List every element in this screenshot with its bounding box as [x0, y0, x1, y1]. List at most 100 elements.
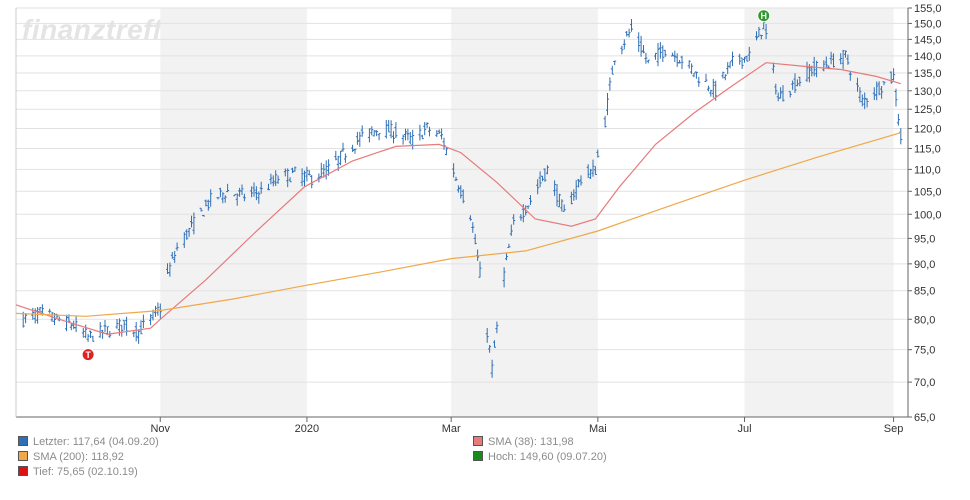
legend-item-4: Tief: 75,65 (02.10.19) [18, 466, 138, 478]
price-bar-124 [440, 128, 444, 140]
price-bar-97 [351, 144, 355, 152]
price-bar-12 [65, 314, 68, 332]
price-bar-51 [192, 212, 196, 235]
price-bar-34 [137, 330, 141, 344]
price-bar-155 [543, 168, 547, 182]
x-tick-label-3: Mai [589, 423, 607, 435]
price-bar-261 [899, 128, 903, 145]
price-bar-96 [343, 153, 347, 163]
price-bar-244 [844, 50, 847, 58]
price-bar-20 [89, 330, 92, 338]
price-bar-191 [663, 49, 667, 57]
period-band-2 [744, 8, 894, 417]
price-bar-48 [185, 229, 189, 240]
period-band-1 [451, 8, 598, 417]
price-bar-213 [740, 57, 744, 69]
price-bar-52 [199, 207, 203, 212]
price-bar-27 [115, 319, 119, 329]
price-bar-123 [437, 129, 441, 134]
price-bar-85 [307, 170, 311, 176]
price-bar-156 [545, 165, 549, 175]
legend-swatch-0 [18, 436, 28, 446]
x-tick-label-2: Mar [442, 423, 461, 435]
price-bar-55 [206, 199, 210, 211]
price-bar-152 [536, 179, 540, 195]
price-bar-54 [204, 199, 208, 207]
price-bar-134 [473, 233, 477, 245]
legend-label-4: Tief: 75,65 (02.10.19) [33, 466, 138, 478]
price-bar-68 [252, 182, 256, 197]
price-bar-126 [444, 147, 448, 156]
price-bar-40 [156, 302, 160, 316]
price-bar-180 [627, 28, 631, 38]
period-band-0 [160, 8, 307, 417]
price-bar-78 [286, 168, 290, 188]
legend-label-0: Letzter: 117,64 (04.09.20) [33, 436, 159, 448]
price-bar-209 [726, 62, 730, 75]
price-bar-44 [170, 252, 174, 259]
price-bar-23 [101, 329, 105, 339]
price-bar-79 [288, 177, 292, 183]
price-bar-169 [591, 159, 595, 177]
price-bar-212 [738, 53, 742, 65]
price-bar-163 [572, 189, 576, 201]
price-bar-91 [327, 159, 331, 176]
price-bar-73 [269, 173, 273, 185]
price-bar-127 [452, 163, 456, 178]
price-bar-105 [375, 130, 379, 137]
y-tick-label-1: 70,0 [914, 377, 935, 389]
legend-swatch-4 [18, 466, 28, 476]
price-bar-89 [322, 164, 326, 178]
price-bar-225 [779, 87, 783, 99]
price-bar-210 [728, 61, 732, 69]
price-bar-202 [704, 73, 708, 82]
price-bar-77 [283, 168, 287, 177]
price-bar-229 [793, 73, 797, 93]
price-bar-235 [812, 56, 816, 77]
price-bar-84 [305, 166, 309, 182]
price-bar-216 [747, 46, 751, 61]
price-bar-46 [175, 242, 179, 251]
price-bar-184 [642, 45, 645, 54]
price-bar-183 [639, 35, 643, 57]
price-bar-251 [865, 98, 869, 108]
price-bar-70 [257, 191, 261, 204]
price-bar-113 [404, 128, 407, 141]
y-tick-label-18: 155,0 [914, 3, 942, 15]
x-tick-label-4: Jul [737, 423, 751, 435]
price-bar-162 [569, 191, 573, 205]
price-bar-174 [608, 77, 612, 91]
price-bar-165 [577, 179, 581, 188]
price-bar-36 [141, 314, 145, 328]
price-bar-102 [367, 128, 371, 143]
price-bar-176 [613, 60, 617, 66]
legend-item-1: SMA (38): 131,98 [473, 436, 574, 448]
price-bar-159 [557, 193, 561, 208]
high-marker [757, 9, 771, 23]
x-tick-label-0: Nov [150, 423, 170, 435]
price-bar-56 [209, 189, 213, 207]
price-bar-185 [644, 52, 648, 64]
price-bar-254 [877, 81, 881, 96]
price-bar-57 [216, 197, 220, 200]
price-bar-133 [471, 222, 475, 233]
price-bar-171 [596, 149, 600, 158]
price-bar-170 [593, 166, 597, 175]
price-bar-29 [120, 324, 124, 337]
price-bar-250 [863, 92, 867, 110]
price-bar-260 [896, 114, 900, 126]
legend-item-2: SMA (200): 118,92 [18, 451, 124, 463]
price-bar-131 [461, 189, 465, 204]
price-bar-232 [805, 61, 809, 82]
price-bar-223 [774, 83, 778, 95]
price-bar-199 [692, 72, 696, 78]
price-bar-151 [529, 195, 532, 205]
price-bar-245 [846, 54, 850, 65]
price-bar-81 [293, 166, 297, 172]
y-tick-label-2: 75,0 [914, 345, 935, 357]
price-bar-197 [687, 60, 691, 69]
price-bar-248 [858, 87, 862, 103]
price-bar-246 [848, 71, 852, 81]
y-tick-label-5: 90,0 [914, 259, 935, 271]
